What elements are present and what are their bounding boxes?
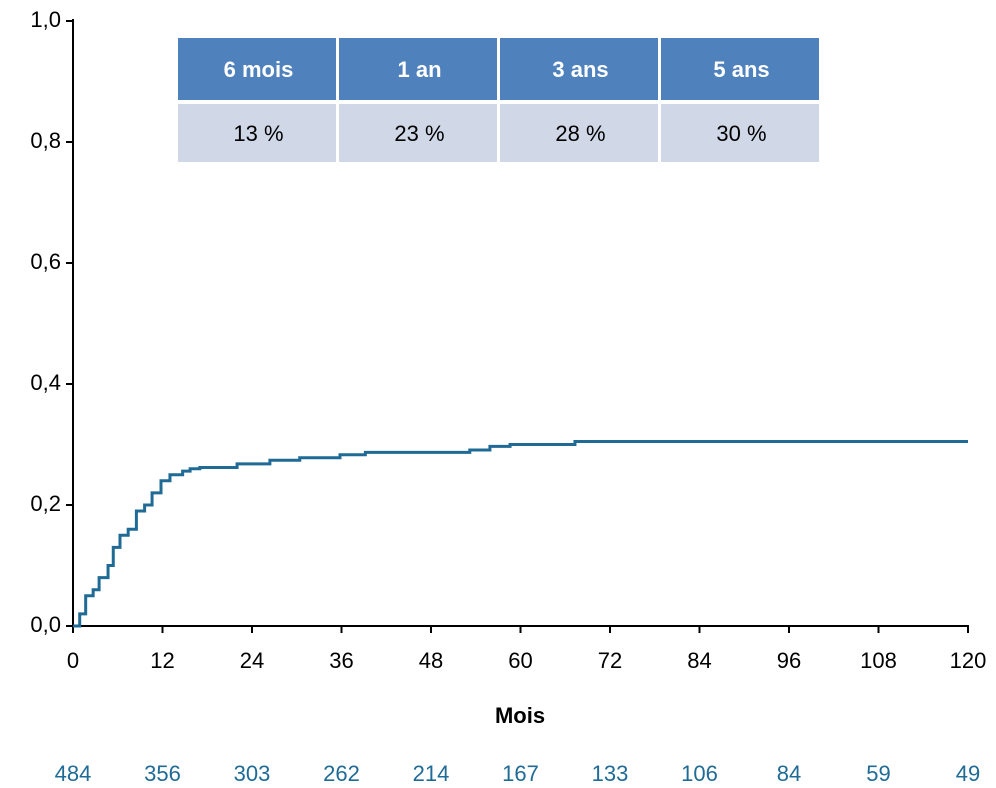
table-cell-bg — [661, 104, 819, 162]
number-at-risk: 84 — [777, 761, 801, 786]
x-tick-label: 48 — [419, 648, 443, 673]
table-header-cell — [339, 38, 497, 100]
y-tick-label: 0,0 — [30, 612, 61, 637]
x-tick-label: 72 — [598, 648, 622, 673]
table-cell: 30 % — [716, 121, 766, 146]
table-cell: 28 % — [555, 121, 605, 146]
table-header: 6 mois — [224, 57, 294, 82]
x-tick-label: 84 — [687, 648, 711, 673]
table-header-cell — [178, 38, 336, 100]
number-at-risk: 262 — [323, 761, 360, 786]
x-tick-label: 24 — [240, 648, 264, 673]
table-header-cell — [500, 38, 658, 100]
number-at-risk: 59 — [866, 761, 890, 786]
x-tick-label: 0 — [67, 648, 79, 673]
table-cell-bg — [500, 104, 658, 162]
number-at-risk: 49 — [956, 761, 980, 786]
x-axis-title: Mois — [495, 703, 545, 728]
x-tick-label: 12 — [150, 648, 174, 673]
number-at-risk: 484 — [55, 761, 92, 786]
table-cell-bg — [339, 104, 497, 162]
table-cell: 23 % — [394, 121, 444, 146]
x-tick-label: 36 — [329, 648, 353, 673]
table-header: 1 an — [397, 57, 441, 82]
table-header-cell — [661, 38, 819, 100]
number-at-risk: 303 — [234, 761, 271, 786]
y-tick-label: 0,2 — [30, 491, 61, 516]
y-tick-label: 0,8 — [30, 128, 61, 153]
y-tick-label: 1,0 — [30, 7, 61, 32]
x-tick-label: 60 — [508, 648, 532, 673]
y-tick-label: 0,6 — [30, 249, 61, 274]
table-header: 5 ans — [713, 57, 769, 82]
number-at-risk: 356 — [144, 761, 181, 786]
number-at-risk: 167 — [502, 761, 539, 786]
table-cell-bg — [178, 104, 336, 162]
x-tick-label: 108 — [860, 648, 897, 673]
number-at-risk: 214 — [413, 761, 450, 786]
number-at-risk: 106 — [681, 761, 718, 786]
x-tick-label: 96 — [777, 648, 801, 673]
curve — [73, 439, 968, 628]
y-tick-label: 0,4 — [30, 370, 61, 395]
table-cell: 13 % — [233, 121, 283, 146]
number-at-risk: 133 — [592, 761, 629, 786]
table-header: 3 ans — [552, 57, 608, 82]
x-tick-label: 120 — [950, 648, 987, 673]
